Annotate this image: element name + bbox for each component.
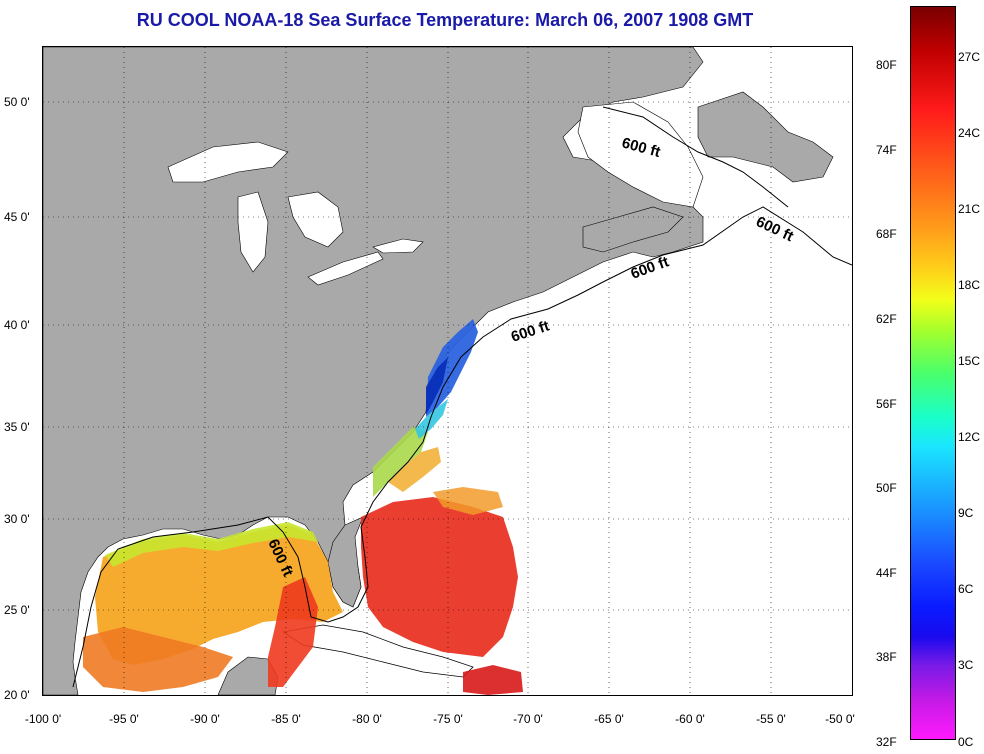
sst-carolina-coast	[373, 427, 428, 497]
land-nova-scotia	[582, 206, 684, 253]
contour-600ft	[72, 206, 852, 688]
longitude-label: -85 0'	[271, 712, 301, 726]
colorbar-celsius-label: 27C	[958, 50, 981, 64]
contour-label: 600 ft	[509, 318, 552, 346]
sst-gulf-edge-cool	[105, 522, 318, 567]
map-title: RU COOL NOAA-18 Sea Surface Temperature:…	[136, 10, 754, 30]
longitude-label: -100 0'	[24, 712, 62, 726]
sst-mid-atlantic-cyan	[415, 399, 448, 439]
latitude-label: 20 0'	[4, 688, 30, 702]
colorbar-celsius-label: 12C	[958, 430, 981, 444]
lake-huron	[287, 191, 344, 248]
latitude-label: 50 0'	[4, 95, 30, 109]
colorbar-fahrenheit-label: 50F	[876, 481, 897, 495]
colorbar-celsius-label: 18C	[958, 278, 981, 292]
lake-ontario	[372, 238, 424, 254]
colorbar-celsius-label: 24C	[958, 126, 981, 140]
sst-loop-current	[268, 577, 318, 687]
gulf-st-lawrence	[577, 101, 704, 208]
sst-gulf-warm	[95, 525, 343, 665]
sst-atlantic-warm	[361, 497, 518, 657]
sst-atlantic-orange	[433, 487, 503, 515]
map-canvas: 600 ft 600 ft 600 ft 600 ft 600 ft	[43, 47, 852, 695]
colorbar-fahrenheit-label: 68F	[876, 227, 897, 241]
lake-erie	[307, 251, 384, 286]
lake-michigan	[237, 191, 269, 273]
contour-label: 600 ft	[753, 213, 796, 245]
latitude-label: 30 0'	[4, 512, 30, 526]
sst-carolina-warm	[388, 447, 441, 492]
land-newfoundland	[697, 91, 834, 183]
latitude-label: 35 0'	[4, 420, 30, 434]
latitude-label: 45 0'	[4, 210, 30, 224]
longitude-label: -50 0'	[825, 712, 855, 726]
longitude-label: -90 0'	[190, 712, 220, 726]
sst-map: 600 ft 600 ft 600 ft 600 ft 600 ft	[42, 46, 853, 696]
sst-gulf-south	[83, 627, 233, 692]
latitude-label: 40 0'	[4, 318, 30, 332]
longitude-label: -65 0'	[594, 712, 624, 726]
land-florida	[327, 516, 364, 608]
contour-600ft-north	[602, 106, 789, 208]
sst-chesapeake-coldest	[426, 357, 448, 415]
longitude-label: -55 0'	[756, 712, 786, 726]
latitude-label: 25 0'	[4, 603, 30, 617]
colorbar-fahrenheit-label: 56F	[876, 397, 897, 411]
colorbar-celsius-label: 9C	[958, 506, 974, 520]
lake-superior	[167, 141, 289, 183]
colorbar-celsius-label: 15C	[958, 354, 981, 368]
colorbar-fahrenheit-label: 74F	[876, 143, 897, 157]
colorbar-fahrenheit-label: 62F	[876, 312, 897, 326]
longitude-label: -80 0'	[352, 712, 382, 726]
colorbar-fahrenheit-label: 32F	[876, 735, 897, 749]
colorbar-fahrenheit-label: 44F	[876, 566, 897, 580]
colorbar-fahrenheit-label: 80F	[876, 58, 897, 72]
temperature-colorbar	[910, 6, 956, 740]
colorbar-celsius-label: 0C	[958, 735, 974, 749]
sst-bahamas-red	[463, 665, 523, 695]
colorbar-celsius-label: 6C	[958, 582, 974, 596]
sst-mid-atlantic-cold	[426, 319, 478, 417]
colorbar-celsius-label: 3C	[958, 658, 974, 672]
colorbar-celsius-label: 21C	[958, 202, 981, 216]
longitude-label: -95 0'	[109, 712, 139, 726]
longitude-label: -70 0'	[513, 712, 543, 726]
longitude-label: -60 0'	[675, 712, 705, 726]
contour-label: 600 ft	[629, 253, 672, 282]
graticule	[43, 47, 852, 695]
colorbar-fahrenheit-label: 38F	[876, 650, 897, 664]
longitude-label: -75 0'	[433, 712, 463, 726]
